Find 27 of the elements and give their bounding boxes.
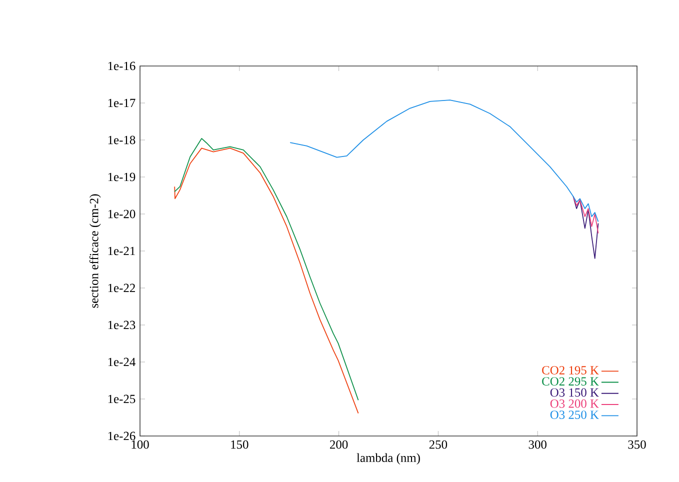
y-tick-label: 1e-20 (108, 210, 136, 218)
line-series (572, 196, 599, 259)
line-series (290, 100, 599, 222)
legend-label: O3 200 K (550, 399, 599, 408)
legend-label: O3 150 K (550, 388, 599, 397)
x-tick-label: 200 (330, 440, 348, 449)
x-tick-label: 300 (528, 440, 546, 449)
y-tick-label: 1e-18 (108, 136, 136, 144)
x-axis-title: lambda (nm) (356, 453, 420, 465)
y-tick-label: 1e-21 (108, 246, 135, 256)
y-tick-label: 1e-17 (108, 98, 136, 108)
x-tick-label: 100 (132, 440, 149, 449)
y-tick-label: 1e-23 (108, 320, 136, 330)
legend-label: CO2 295 K (542, 377, 599, 386)
line-series (572, 196, 599, 234)
y-tick-label: 1e-22 (108, 284, 135, 292)
x-tick-label: 250 (429, 440, 448, 449)
legend-label: CO2 195 K (542, 366, 599, 374)
y-tick-label: 1e-25 (108, 394, 136, 404)
x-tick-label: 350 (628, 440, 646, 449)
y-tick-label: 1e-24 (108, 358, 136, 366)
y-tick-label: 1e-26 (108, 432, 136, 440)
y-axis-title: section efficace (cm-2) (89, 194, 101, 308)
legend-label: O3 250 K (550, 410, 599, 419)
y-tick-label: 1e-19 (108, 172, 136, 182)
y-tick-label: 1e-16 (108, 62, 136, 70)
x-tick-label: 150 (231, 440, 248, 449)
